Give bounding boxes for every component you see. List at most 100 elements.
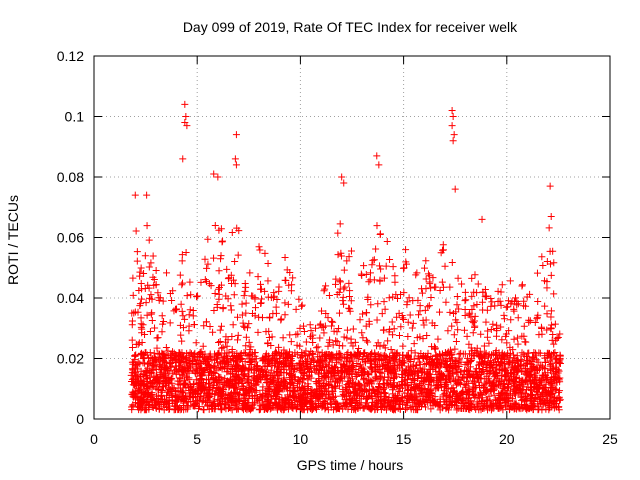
data-point: [143, 311, 151, 319]
data-point: [435, 368, 443, 376]
data-point: [338, 392, 346, 400]
data-point: [349, 357, 357, 365]
data-point: [346, 379, 354, 387]
data-point: [379, 379, 387, 387]
data-point: [194, 390, 202, 398]
data-point: [404, 392, 412, 400]
data-point: [136, 395, 144, 403]
data-point: [479, 402, 487, 410]
data-point: [361, 385, 369, 393]
data-point: [145, 236, 153, 244]
data-point: [167, 363, 175, 371]
data-point: [505, 359, 513, 367]
data-point: [225, 383, 233, 391]
data-point: [480, 342, 488, 350]
data-point: [513, 334, 521, 342]
data-point: [130, 309, 138, 317]
data-point: [466, 367, 474, 375]
data-point: [231, 257, 239, 265]
data-point: [177, 331, 185, 339]
data-point: [548, 381, 556, 389]
data-point: [227, 271, 235, 279]
data-point: [362, 322, 370, 330]
data-point: [376, 397, 384, 405]
data-point: [235, 227, 243, 235]
data-point: [463, 332, 471, 340]
data-point: [400, 264, 408, 272]
data-point: [335, 350, 343, 358]
data-point: [421, 377, 429, 385]
data-point: [507, 316, 515, 324]
data-point: [154, 334, 162, 342]
data-point: [556, 378, 564, 386]
data-point: [178, 251, 186, 259]
data-point: [422, 285, 430, 293]
data-point: [205, 362, 213, 370]
data-point: [294, 397, 302, 405]
data-point: [217, 405, 225, 413]
data-point: [166, 405, 174, 413]
data-point: [349, 361, 357, 369]
data-point: [183, 392, 191, 400]
data-point: [539, 401, 547, 409]
data-point: [485, 392, 493, 400]
data-point: [273, 295, 281, 303]
data-point: [192, 361, 200, 369]
data-point: [247, 343, 255, 351]
data-point: [275, 287, 283, 295]
data-point: [371, 405, 379, 413]
data-point: [443, 350, 451, 358]
data-point: [468, 305, 476, 313]
data-point: [455, 379, 463, 387]
data-point: [261, 249, 269, 257]
data-point: [455, 404, 463, 412]
data-point: [550, 349, 558, 357]
data-point: [329, 341, 337, 349]
data-point: [423, 332, 431, 340]
data-point: [489, 400, 497, 408]
data-point: [478, 298, 486, 306]
data-point: [304, 376, 312, 384]
data-point: [355, 345, 363, 353]
data-point: [211, 222, 219, 230]
data-point: [436, 308, 444, 316]
data-point: [429, 274, 437, 282]
data-point: [382, 262, 390, 270]
data-point: [537, 378, 545, 386]
data-point: [129, 402, 137, 410]
data-point: [416, 387, 424, 395]
data-point: [252, 304, 260, 312]
data-point: [393, 349, 401, 357]
data-point: [151, 324, 159, 332]
data-point: [345, 358, 353, 366]
data-point: [520, 322, 528, 330]
data-point: [317, 367, 325, 375]
data-point: [385, 393, 393, 401]
data-point: [485, 367, 493, 375]
data-point: [180, 380, 188, 388]
data-point: [233, 405, 241, 413]
data-point: [206, 392, 214, 400]
data-point: [182, 358, 190, 366]
data-point: [488, 298, 496, 306]
data-point: [232, 364, 240, 372]
data-point: [476, 382, 484, 390]
data-point: [383, 237, 391, 245]
data-point: [181, 379, 189, 387]
data-point: [358, 329, 366, 337]
data-point: [294, 330, 302, 338]
data-point: [147, 259, 155, 267]
data-point: [367, 392, 375, 400]
data-point: [256, 280, 264, 288]
data-point: [387, 346, 395, 354]
data-point: [269, 310, 277, 318]
data-point: [461, 288, 469, 296]
data-point: [398, 371, 406, 379]
x-tick-label: 0: [90, 431, 98, 447]
y-axis-label: ROTI / TECUs: [5, 195, 21, 285]
data-point: [373, 361, 381, 369]
data-point: [477, 397, 485, 405]
data-point: [322, 353, 330, 361]
data-point: [241, 287, 249, 295]
data-point: [366, 276, 374, 284]
